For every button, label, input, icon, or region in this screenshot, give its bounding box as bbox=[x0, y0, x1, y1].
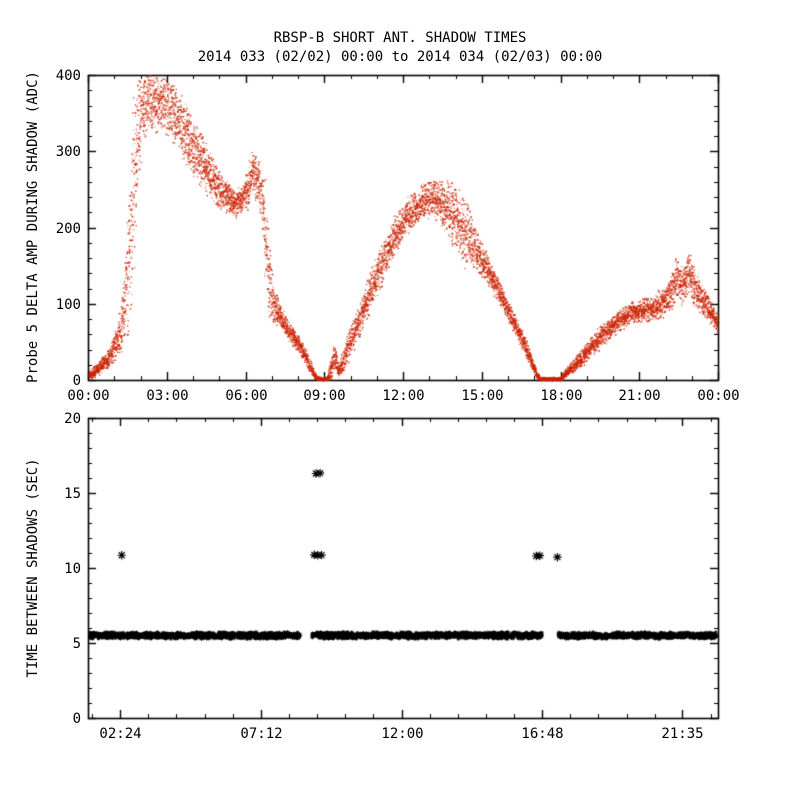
chart-subtitle: 2014 033 (02/02) 00:00 to 2014 034 (02/0… bbox=[197, 49, 603, 65]
bottom-y-axis-label: TIME BETWEEN SHADOWS (SEC) bbox=[25, 458, 41, 678]
top-y-axis-label: Probe 5 DELTA AMP DURING SHADOW (ADC) bbox=[25, 71, 41, 383]
chart-title: RBSP-B SHORT ANT. SHADOW TIMES bbox=[273, 30, 527, 46]
